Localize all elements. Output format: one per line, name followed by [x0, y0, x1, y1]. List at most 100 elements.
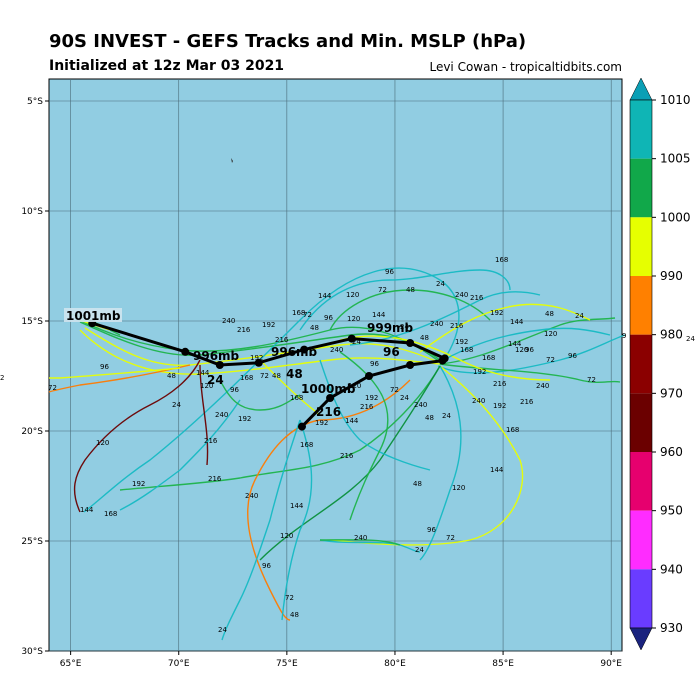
mean-track-point	[181, 347, 190, 356]
track-hour-label: 216	[520, 398, 534, 406]
track-hour-label: 216	[340, 452, 354, 460]
track-hour-label: 240	[414, 401, 427, 409]
track-hour-label: 24	[442, 412, 451, 420]
track-hour-label: 216	[275, 336, 289, 344]
colorbar-tick-label: 970	[660, 386, 683, 400]
track-hour-label: 144	[508, 340, 522, 348]
track-hour-label: 192	[365, 394, 378, 402]
colorbar-segment	[630, 510, 652, 570]
track-hour-label: 24	[400, 394, 409, 402]
edge-label-a: 9	[622, 332, 626, 340]
ensemble-track-line	[119, 365, 441, 491]
track-hour-label: 216	[237, 326, 251, 334]
pressure-colorbar: 1010 1005 1000 990 980 970 960 950 940 930	[629, 77, 691, 651]
mean-track-point	[438, 356, 447, 365]
map-background	[48, 78, 623, 652]
ensemble-track-line	[79, 329, 441, 375]
ensemble-track-line	[281, 419, 313, 621]
ensemble-track-line	[437, 334, 626, 374]
mean-track-point	[365, 372, 374, 380]
track-hour-label: 48	[545, 310, 554, 318]
track-hour-label: 240	[430, 320, 443, 328]
lat-tick-label: 10°S	[21, 207, 43, 217]
colorbar-bottom-cap	[629, 627, 653, 651]
track-hour-label: 96	[100, 363, 109, 371]
track-hour-label: 168	[240, 374, 253, 382]
track-hour-label: 144	[490, 466, 504, 474]
ensemble-track-line	[119, 399, 241, 511]
colorbar-tick-label: 960	[660, 445, 683, 459]
mean-track	[88, 319, 449, 431]
colorbar-top-cap	[629, 77, 653, 101]
colorbar-segment	[630, 334, 652, 394]
ensemble-track-line	[221, 419, 301, 641]
lon-tick-label: 70°E	[168, 659, 190, 669]
track-hour-label: 168	[290, 394, 303, 402]
track-hour-label: 96	[324, 314, 333, 322]
ensemble-track-line	[49, 367, 181, 379]
label-hour-24: 24	[207, 373, 224, 387]
lat-tick-label: 15°S	[21, 317, 43, 327]
track-hour-label: 144	[510, 318, 524, 326]
mean-track-point	[347, 334, 356, 343]
mean-track-point	[215, 361, 224, 369]
track-hour-label: 48	[413, 480, 422, 488]
track-hour-label: 24	[352, 338, 361, 346]
track-hour-label: 168	[104, 510, 117, 518]
track-hour-label: 216	[360, 403, 374, 411]
track-hour-label: 72	[546, 356, 555, 364]
track-hour-label: 240	[245, 492, 258, 500]
track-hour-label: 96	[230, 386, 239, 394]
track-hour-label: 216	[450, 322, 464, 330]
track-hour-label: 240	[455, 291, 468, 299]
track-hour-label: 120	[200, 382, 213, 390]
lat-tick-label: 5°S	[27, 97, 43, 107]
track-hour-label: 120	[347, 315, 360, 323]
ensemble-track-line	[259, 359, 321, 416]
track-hour-label: 96	[262, 562, 271, 570]
island-marker	[231, 158, 233, 163]
label-996mb-west: 996mb	[193, 349, 240, 363]
colorbar-tick-label: 990	[660, 269, 683, 283]
lon-tick-label: 65°E	[60, 659, 82, 669]
page-title: 90S INVEST - GEFS Tracks and Min. MSLP (…	[49, 31, 527, 52]
track-hour-label: 192	[132, 480, 145, 488]
track-hour-label: 240	[472, 397, 485, 405]
track-hour-label: 144	[196, 369, 210, 377]
track-hour-label: 48	[425, 414, 434, 422]
colorbar-tick-label: 940	[660, 562, 683, 576]
map-grid	[49, 79, 622, 652]
lat-tick-label: 30°S	[21, 647, 43, 657]
ensemble-track-line	[73, 359, 201, 513]
colorbar-tick-label: 1000	[660, 210, 691, 224]
mean-track-point	[254, 358, 263, 367]
track-hour-label: 72	[285, 594, 294, 602]
track-hour-label: 48	[290, 611, 299, 619]
edge-label-c: 2	[0, 374, 4, 382]
track-hour-label: 24	[575, 312, 584, 320]
colorbar-tick-label: 1010	[660, 93, 691, 107]
track-hour-label: 192	[238, 415, 251, 423]
track-hour-label: 72	[446, 534, 455, 542]
track-hour-label: 216	[204, 437, 218, 445]
mean-track-point	[326, 394, 335, 402]
track-hour-label: 216	[493, 380, 507, 388]
colorbar-segment	[630, 158, 652, 218]
colorbar-tick-label: 1005	[660, 152, 691, 166]
ensemble-track-line	[419, 365, 462, 561]
label-hour-216: 216	[316, 405, 341, 419]
track-hour-label: 192	[493, 402, 506, 410]
ensemble-track-line	[199, 364, 209, 466]
label-996mb-east: 996mb	[271, 345, 318, 359]
ensemble-track-line	[439, 327, 611, 363]
track-hour-label: 144	[290, 502, 304, 510]
ensemble-track-line	[439, 363, 621, 384]
track-hour-label: 96	[370, 360, 379, 368]
track-hour-label: 48	[406, 286, 415, 294]
init-time: Initialized at 12z Mar 03 2021	[49, 58, 285, 74]
track-hour-label: 192	[315, 419, 328, 427]
track-hour-label: 72	[48, 384, 57, 392]
colorbar-segment	[630, 452, 652, 511]
track-hour-label: 192	[455, 338, 468, 346]
